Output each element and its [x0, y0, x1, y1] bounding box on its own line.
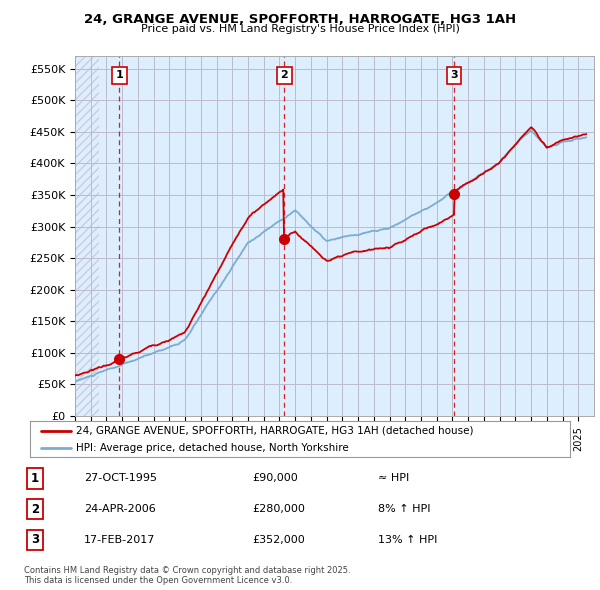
Text: 8% ↑ HPI: 8% ↑ HPI	[378, 504, 431, 514]
Text: ≈ HPI: ≈ HPI	[378, 474, 409, 483]
Text: £352,000: £352,000	[252, 535, 305, 545]
Text: 1: 1	[115, 70, 123, 80]
Text: 1: 1	[31, 472, 39, 485]
Text: 2: 2	[280, 70, 288, 80]
Text: £280,000: £280,000	[252, 504, 305, 514]
Text: 3: 3	[451, 70, 458, 80]
Text: 13% ↑ HPI: 13% ↑ HPI	[378, 535, 437, 545]
Text: 3: 3	[31, 533, 39, 546]
Text: HPI: Average price, detached house, North Yorkshire: HPI: Average price, detached house, Nort…	[76, 442, 349, 453]
Text: 24-APR-2006: 24-APR-2006	[84, 504, 156, 514]
Text: Price paid vs. HM Land Registry's House Price Index (HPI): Price paid vs. HM Land Registry's House …	[140, 24, 460, 34]
Text: £90,000: £90,000	[252, 474, 298, 483]
Text: 27-OCT-1995: 27-OCT-1995	[84, 474, 157, 483]
Text: Contains HM Land Registry data © Crown copyright and database right 2025.
This d: Contains HM Land Registry data © Crown c…	[24, 566, 350, 585]
Text: 2: 2	[31, 503, 39, 516]
Text: 24, GRANGE AVENUE, SPOFFORTH, HARROGATE, HG3 1AH (detached house): 24, GRANGE AVENUE, SPOFFORTH, HARROGATE,…	[76, 426, 473, 436]
Text: 17-FEB-2017: 17-FEB-2017	[84, 535, 155, 545]
Bar	[75, 56, 98, 416]
Text: 24, GRANGE AVENUE, SPOFFORTH, HARROGATE, HG3 1AH: 24, GRANGE AVENUE, SPOFFORTH, HARROGATE,…	[84, 13, 516, 26]
